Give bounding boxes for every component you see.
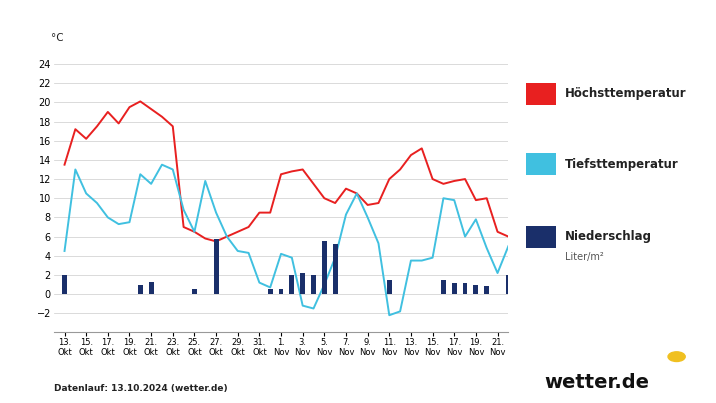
Bar [62,275,67,294]
Bar [463,283,468,294]
Text: München – 42 Tage Wettertrend: München – 42 Tage Wettertrend [63,24,352,39]
Text: Datenlauf: 13.10.2024 (wetter.de): Datenlauf: 13.10.2024 (wetter.de) [54,384,227,393]
Bar [452,283,457,294]
Bar [213,239,218,294]
Bar [149,282,153,294]
Text: wetter.de: wetter.de [544,373,649,393]
Text: Niederschlag: Niederschlag [565,230,652,243]
Text: Höchsttemperatur: Höchsttemperatur [565,87,687,100]
Bar [322,241,326,294]
Bar [333,244,337,294]
Bar [484,287,489,294]
Bar [300,273,305,294]
Bar [387,280,392,294]
Text: Tiefsttemperatur: Tiefsttemperatur [565,158,679,171]
Bar [441,280,446,294]
Bar [506,275,511,294]
Bar [311,275,316,294]
Bar [279,289,284,294]
Bar [268,289,273,294]
Bar [473,285,478,294]
Bar [289,275,294,294]
Text: Liter/m²: Liter/m² [565,252,604,262]
Bar [138,285,142,294]
Bar [192,289,197,294]
Text: °C: °C [52,33,64,43]
